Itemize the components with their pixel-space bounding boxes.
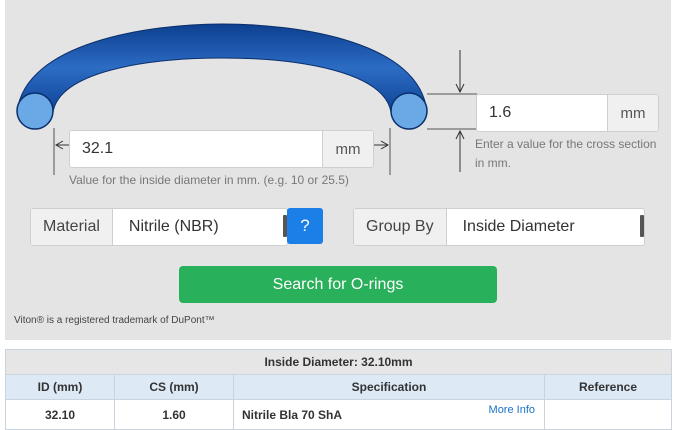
group-by-selected-value: Inside Diameter xyxy=(462,218,575,235)
group-by-label: Group By xyxy=(354,209,447,245)
material-select[interactable]: Nitrile (NBR) xyxy=(113,209,287,245)
cell-specification: Nitrile Bla 70 ShA More Info xyxy=(233,399,545,430)
cross-section-hint: Enter a value for the cross section in m… xyxy=(475,135,656,173)
material-select-group: Material Nitrile (NBR) xyxy=(30,208,288,246)
cross-section-group: mm xyxy=(476,94,659,132)
column-header-specification[interactable]: Specification xyxy=(233,374,545,400)
results-table: Inside Diameter: 32.10mm ID (mm) CS (mm)… xyxy=(5,349,672,430)
group-by-select[interactable]: Inside Diameter xyxy=(447,209,644,245)
inside-diameter-unit: mm xyxy=(322,131,373,167)
column-header-id[interactable]: ID (mm) xyxy=(5,374,115,400)
o-ring-arc xyxy=(16,23,428,113)
cell-id: 32.10 xyxy=(5,399,115,430)
o-ring-right-end xyxy=(390,92,428,130)
group-by-dropdown-icon[interactable] xyxy=(640,215,644,237)
column-header-cs[interactable]: CS (mm) xyxy=(114,374,234,400)
inside-diameter-hint: Value for the inside diameter in mm. (e.… xyxy=(69,173,349,187)
trademark-note: Viton® is a registered trademark of DuPo… xyxy=(14,315,215,326)
results-caption: Inside Diameter: 32.10mm xyxy=(5,349,672,375)
search-button[interactable]: Search for O-rings xyxy=(179,266,497,303)
material-selected-value: Nitrile (NBR) xyxy=(128,218,219,235)
material-label: Material xyxy=(31,209,113,245)
table-row: 32.10 1.60 Nitrile Bla 70 ShA More Info xyxy=(5,399,672,430)
material-dropdown-icon[interactable] xyxy=(283,215,287,237)
specification-text: Nitrile Bla 70 ShA xyxy=(242,407,343,422)
cross-section-unit: mm xyxy=(607,95,658,131)
cell-reference xyxy=(544,399,672,430)
o-ring-left-end xyxy=(16,92,54,130)
cross-section-hint-line2: in mm. xyxy=(475,156,511,170)
material-help-button[interactable]: ? xyxy=(287,208,323,244)
inside-diameter-group: mm xyxy=(69,130,374,168)
group-by-select-group: Group By Inside Diameter xyxy=(353,208,645,246)
column-header-reference[interactable]: Reference xyxy=(544,374,672,400)
more-info-link[interactable]: More Info xyxy=(488,403,535,416)
inside-diameter-input[interactable] xyxy=(70,131,322,167)
cross-section-hint-line1: Enter a value for the cross section xyxy=(475,137,657,151)
cross-section-input[interactable] xyxy=(477,95,607,131)
o-ring-diagram xyxy=(16,23,477,175)
cell-cs: 1.60 xyxy=(114,399,234,430)
